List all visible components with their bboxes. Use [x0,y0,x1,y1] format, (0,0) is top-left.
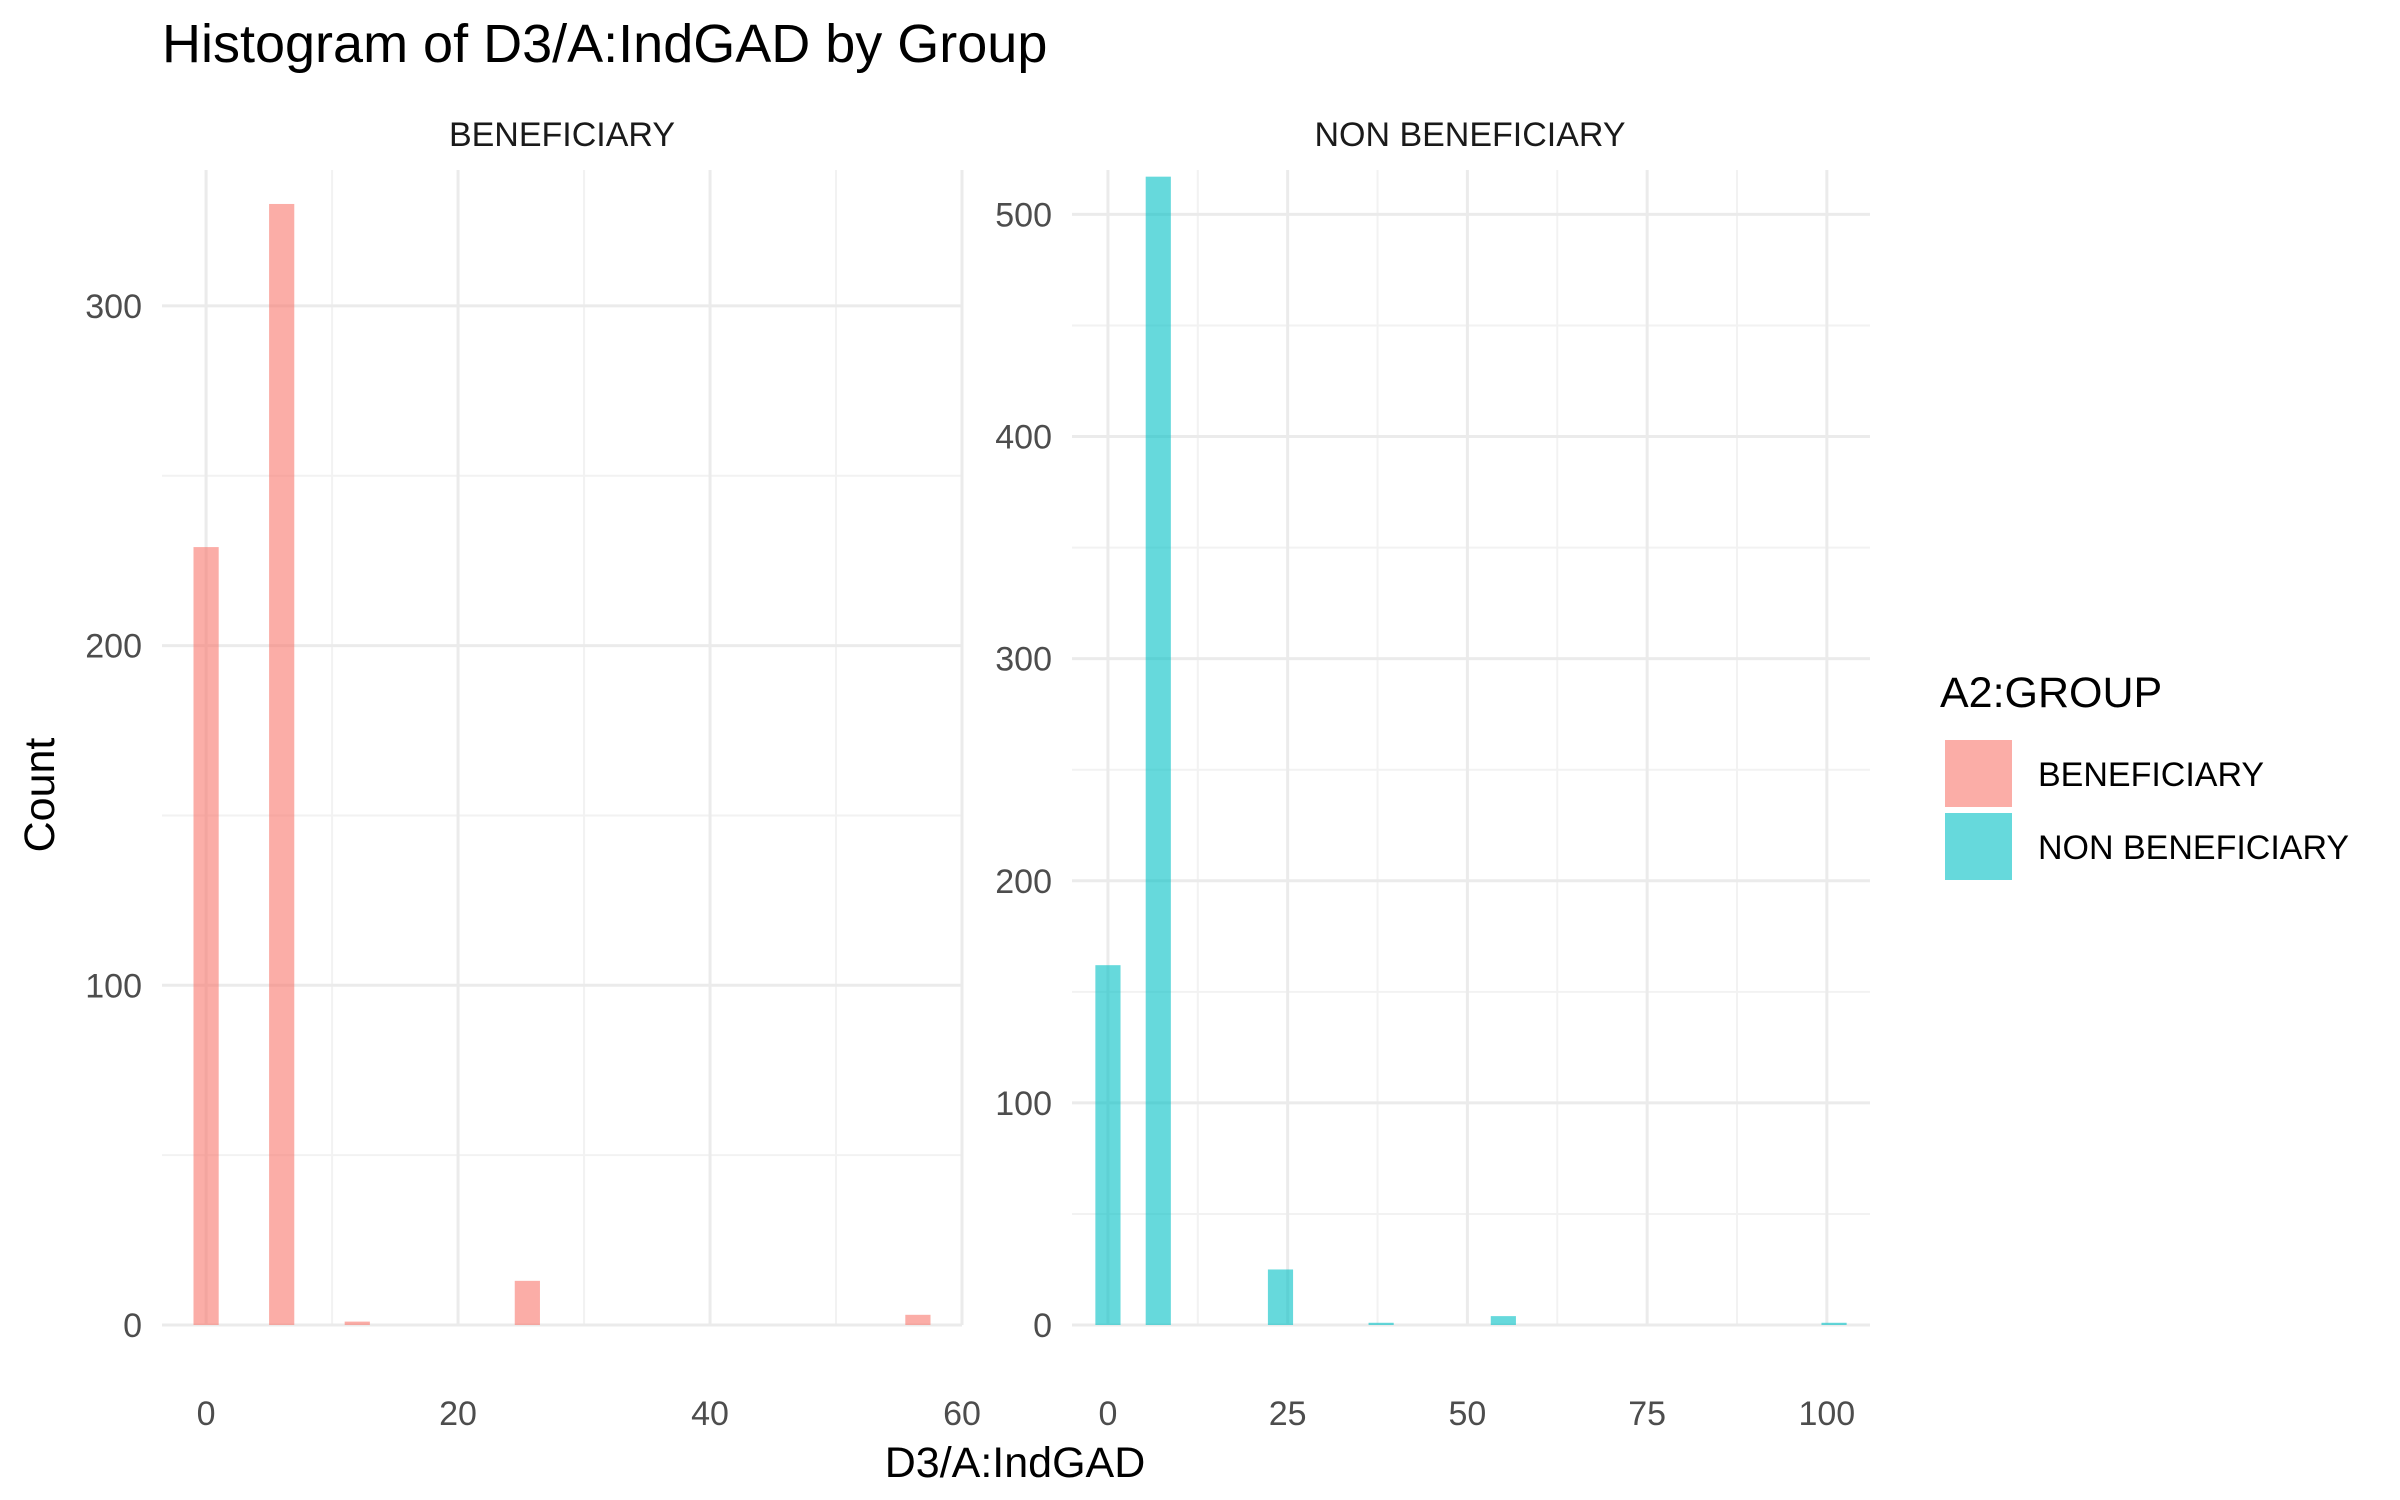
x-tick-label-non-beneficiary: 75 [1628,1395,1666,1433]
histogram-bar-non-beneficiary [1368,1322,1394,1325]
panel-non-beneficiary: NON BENEFICIARY 0 25 50 75 100 0 100 200 300 400 5… [995,116,1870,1433]
y-tick-label-non-beneficiary: 400 [995,419,1052,457]
histogram-bar-beneficiary [514,1280,540,1325]
bars-beneficiary [193,203,931,1325]
histogram-bar-beneficiary [269,203,295,1325]
x-tick-label-beneficiary: 40 [691,1395,729,1433]
histogram-bar-beneficiary [905,1314,931,1325]
x-tick-label-beneficiary: 0 [197,1395,216,1433]
y-tick-label-non-beneficiary: 200 [995,863,1052,901]
strip-label-beneficiary: BENEFICIARY [449,116,675,154]
grid-beneficiary [162,170,964,1327]
y-tick-label-non-beneficiary: 300 [995,641,1052,679]
histogram-bar-non-beneficiary [1145,176,1171,1326]
grid-non-beneficiary [1072,170,1870,1327]
histogram-bar-non-beneficiary [1095,965,1121,1325]
x-tick-label-non-beneficiary: 25 [1269,1395,1307,1433]
y-tick-label-non-beneficiary: 0 [1033,1307,1052,1345]
histogram-bar-non-beneficiary [1267,1269,1294,1325]
strip-label-non-beneficiary: NON BENEFICIARY [1314,116,1625,154]
legend-label-beneficiary: BENEFICIARY [2038,756,2264,794]
x-tick-label-non-beneficiary: 0 [1098,1395,1117,1433]
bars-non-beneficiary [1095,176,1847,1326]
panel-beneficiary: BENEFICIARY 0 20 40 60 0 100 200 300 [85,116,981,1433]
legend-title: A2:GROUP [1940,669,2162,717]
histogram-bar-non-beneficiary [1490,1316,1516,1325]
legend: A2:GROUP BENEFICIARY NON BENEFICIARY [1940,669,2349,880]
x-tick-label-beneficiary: 60 [943,1395,981,1433]
y-tick-label-non-beneficiary: 100 [995,1085,1052,1123]
ticks-non-beneficiary: 0 25 50 75 100 0 100 200 300 400 500 [995,196,1855,1433]
legend-label-non-beneficiary: NON BENEFICIARY [2038,829,2349,867]
ticks-beneficiary: 0 20 40 60 0 100 200 300 [85,288,981,1433]
histogram-bar-beneficiary [344,1321,370,1325]
legend-key-non-beneficiary [1945,813,2012,880]
y-tick-label-beneficiary: 0 [123,1307,142,1345]
y-tick-label-non-beneficiary: 500 [995,196,1052,234]
x-tick-label-non-beneficiary: 50 [1448,1395,1486,1433]
y-tick-label-beneficiary: 100 [85,967,142,1005]
histogram-bar-beneficiary [193,547,219,1325]
x-axis-title: D3/A:IndGAD [885,1439,1146,1487]
legend-key-beneficiary [1945,740,2012,807]
x-tick-label-beneficiary: 20 [439,1395,477,1433]
y-axis-title: Count [16,738,64,853]
y-tick-label-beneficiary: 300 [85,288,142,326]
chart-title: Histogram of D3/A:IndGAD by Group [162,14,1047,74]
x-tick-label-non-beneficiary: 100 [1798,1395,1855,1433]
y-tick-label-beneficiary: 200 [85,628,142,666]
histogram-bar-non-beneficiary [1821,1322,1847,1325]
